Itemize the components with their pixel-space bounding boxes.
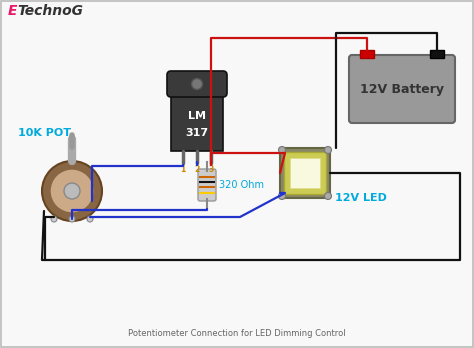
Text: 3: 3: [209, 165, 214, 174]
Text: LM: LM: [188, 111, 206, 121]
Circle shape: [191, 79, 202, 89]
Text: 10K POT: 10K POT: [18, 128, 71, 138]
Circle shape: [51, 216, 57, 222]
Circle shape: [42, 161, 102, 221]
Text: 317: 317: [185, 128, 209, 138]
Circle shape: [279, 147, 285, 153]
Circle shape: [64, 183, 80, 199]
FancyBboxPatch shape: [360, 50, 374, 58]
FancyBboxPatch shape: [171, 93, 223, 151]
Circle shape: [50, 169, 94, 213]
FancyBboxPatch shape: [349, 55, 455, 123]
FancyBboxPatch shape: [280, 148, 330, 198]
Text: 2: 2: [194, 165, 200, 174]
Text: 12V LED: 12V LED: [335, 193, 387, 203]
Text: 12V Battery: 12V Battery: [360, 82, 444, 95]
Circle shape: [69, 216, 75, 222]
Circle shape: [279, 192, 285, 199]
FancyBboxPatch shape: [430, 50, 444, 58]
Text: 320 Ohm: 320 Ohm: [219, 180, 264, 190]
FancyBboxPatch shape: [167, 71, 227, 97]
Circle shape: [325, 147, 331, 153]
FancyBboxPatch shape: [198, 169, 216, 201]
Text: 1: 1: [181, 165, 186, 174]
Text: TechnoG: TechnoG: [17, 4, 83, 18]
Text: Potentiometer Connection for LED Dimming Control: Potentiometer Connection for LED Dimming…: [128, 329, 346, 338]
FancyBboxPatch shape: [290, 158, 320, 188]
Circle shape: [87, 216, 93, 222]
Text: E: E: [8, 4, 18, 18]
Circle shape: [325, 192, 331, 199]
FancyBboxPatch shape: [284, 152, 326, 194]
